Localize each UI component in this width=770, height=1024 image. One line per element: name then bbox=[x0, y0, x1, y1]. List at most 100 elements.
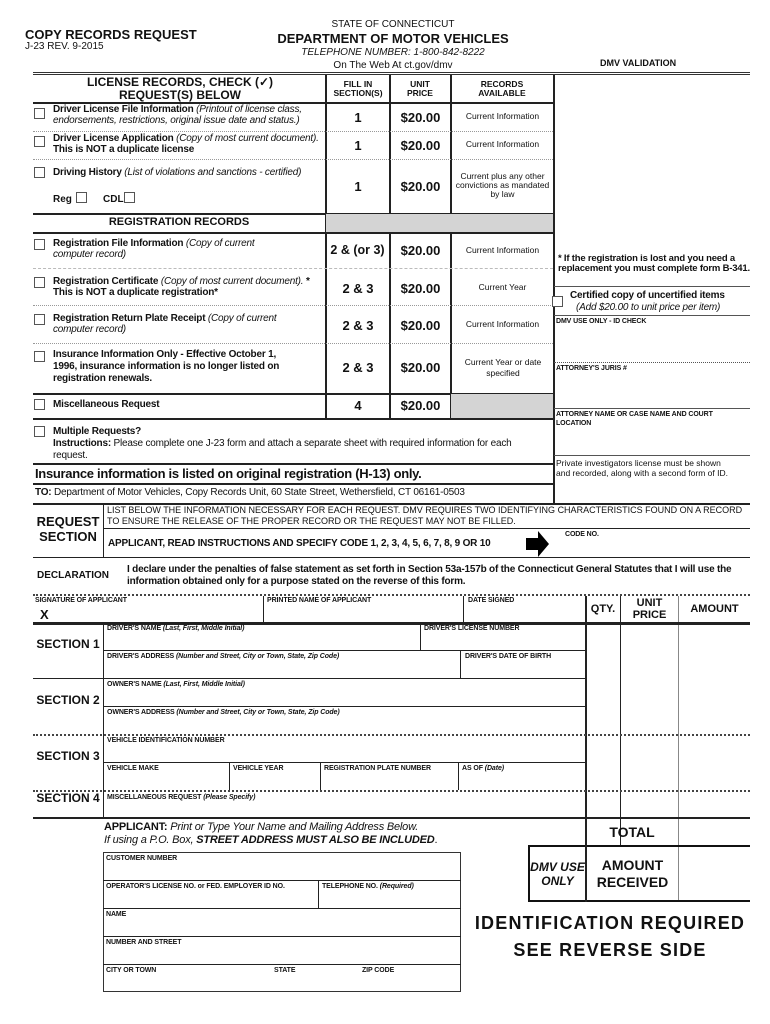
operator-license-field[interactable]: OPERATOR'S LICENSE NO. or FED. EMPLOYER … bbox=[106, 883, 285, 890]
request-info: LIST BELOW THE INFORMATION NECESSARY FOR… bbox=[107, 505, 743, 526]
applicant-instructions: APPLICANT: Print or Type Your Name and M… bbox=[104, 821, 438, 846]
row-section: 4 bbox=[354, 398, 362, 413]
dmv-use-only-label: DMV USE ONLY bbox=[530, 859, 585, 888]
telephone-field[interactable]: TELEPHONE NO. (Required) bbox=[322, 883, 414, 890]
registration-file-checkbox[interactable] bbox=[34, 239, 45, 250]
owners-name-field[interactable]: OWNER'S NAME (Last, First, Middle Initia… bbox=[107, 681, 245, 688]
street-field[interactable]: NUMBER AND STREET bbox=[106, 939, 182, 946]
row-records: Current Information bbox=[465, 111, 540, 121]
row-price: $20.00 bbox=[400, 360, 441, 375]
license-records-header: LICENSE RECORDS, CHECK (✓) REQUEST(S) BEL… bbox=[86, 75, 274, 102]
amount-header: AMOUNT bbox=[690, 603, 739, 615]
owners-address-field[interactable]: OWNER'S ADDRESS (Number and Street, City… bbox=[107, 709, 340, 716]
row-label: Driver License Application (Copy of most… bbox=[53, 133, 319, 155]
registration-return-plate-checkbox[interactable] bbox=[34, 314, 45, 325]
row-section: 2 & 3 bbox=[342, 318, 374, 333]
state-field[interactable]: STATE bbox=[274, 967, 296, 974]
row-price: $20.00 bbox=[400, 110, 441, 125]
web-address: On The Web At ct.gov/dmv bbox=[333, 60, 453, 71]
arrow-right-icon bbox=[526, 531, 549, 557]
section-2-label: SECTION 2 bbox=[36, 693, 100, 707]
row-section: 2 & 3 bbox=[342, 360, 374, 375]
registration-certificate-checkbox[interactable] bbox=[34, 277, 45, 288]
code-instruction: APPLICANT, READ INSTRUCTIONS AND SPECIFY… bbox=[108, 538, 491, 549]
dmv-validation-label: DMV VALIDATION bbox=[600, 58, 677, 68]
multiple-requests-checkbox[interactable] bbox=[34, 426, 45, 437]
zip-field[interactable]: ZIP CODE bbox=[362, 967, 395, 974]
row-label: Registration Certificate (Copy of most c… bbox=[53, 276, 310, 298]
certified-copy-checkbox[interactable] bbox=[552, 296, 563, 307]
insurance-note: Insurance information is listed on origi… bbox=[35, 466, 422, 481]
section-3-label: SECTION 3 bbox=[36, 749, 100, 763]
signature-field[interactable]: SIGNATURE OF APPLICANT bbox=[35, 597, 127, 604]
cdl-checkbox[interactable] bbox=[124, 192, 135, 203]
row-label: Insurance Information Only - Effective O… bbox=[53, 349, 280, 384]
row-label: Driver License File Information (Printou… bbox=[53, 104, 302, 126]
cdl-label: CDL bbox=[103, 194, 124, 205]
form-number: J-23 REV. 9-2015 bbox=[25, 41, 104, 52]
attorney-juris-field[interactable]: ATTORNEY'S JURIS # bbox=[556, 365, 627, 372]
row-section: 1 bbox=[354, 110, 362, 125]
row-section: 2 & (or 3) bbox=[330, 243, 385, 257]
city-field[interactable]: CITY OR TOWN bbox=[106, 967, 157, 974]
as-of-field[interactable]: AS OF (Date) bbox=[462, 765, 504, 772]
department-name: DEPARTMENT OF MOTOR VEHICLES bbox=[277, 31, 509, 46]
total-label: TOTAL bbox=[609, 823, 655, 840]
row-records: Current Year bbox=[478, 282, 527, 292]
row-label: Registration Return Plate Receipt (Copy … bbox=[53, 313, 277, 335]
insurance-information-checkbox[interactable] bbox=[34, 351, 45, 362]
certified-copy-note: (Add $20.00 to unit price per item) bbox=[576, 302, 721, 313]
request-section-label: REQUEST SECTION bbox=[36, 514, 100, 544]
row-section: 2 & 3 bbox=[342, 281, 374, 296]
drivers-address-field[interactable]: DRIVER'S ADDRESS (Number and Street, Cit… bbox=[107, 653, 340, 660]
fill-in-header: FILL IN SECTION(S) bbox=[333, 79, 383, 98]
customer-number-field[interactable]: CUSTOMER NUMBER bbox=[106, 855, 178, 862]
misc-request-field[interactable]: MISCELLANEOUS REQUEST (Please Specify) bbox=[107, 794, 256, 801]
printed-name-field[interactable]: PRINTED NAME OF APPLICANT bbox=[267, 597, 372, 604]
section-4-label: SECTION 4 bbox=[36, 791, 100, 805]
date-signed-field[interactable]: DATE SIGNED bbox=[468, 597, 515, 604]
declaration-label: DECLARATION bbox=[37, 570, 110, 581]
section-1-label: SECTION 1 bbox=[36, 637, 100, 651]
see-reverse-side: SEE REVERSE SIDE bbox=[513, 940, 707, 960]
driver-license-file-checkbox[interactable] bbox=[34, 108, 45, 119]
vehicle-make-field[interactable]: VEHICLE MAKE bbox=[107, 765, 159, 772]
declaration-text: I declare under the penalties of false s… bbox=[127, 564, 732, 587]
row-label: Registration File Information (Copy of c… bbox=[53, 238, 255, 260]
plate-number-field[interactable]: REGISTRATION PLATE NUMBER bbox=[324, 765, 431, 772]
code-no-field[interactable]: CODE NO. bbox=[565, 531, 599, 538]
drivers-dob-field[interactable]: DRIVER'S DATE OF BIRTH bbox=[465, 653, 552, 660]
unit-price-header: UNIT PRICE bbox=[632, 597, 667, 621]
row-label: Miscellaneous Request bbox=[53, 399, 160, 410]
investigators-note: Private investigators license must be sh… bbox=[556, 458, 728, 478]
identification-required: IDENTIFICATION REQUIRED bbox=[474, 913, 746, 933]
row-price: $20.00 bbox=[400, 398, 441, 413]
driver-license-application-checkbox[interactable] bbox=[34, 136, 45, 147]
drivers-name-field[interactable]: DRIVER'S NAME (Last, First, Middle Initi… bbox=[107, 625, 245, 632]
id-check-field[interactable]: DMV USE ONLY - ID CHECK bbox=[556, 318, 647, 325]
driving-history-checkbox[interactable] bbox=[34, 167, 45, 178]
qty-header: QTY. bbox=[590, 603, 616, 615]
row-section: 1 bbox=[354, 179, 362, 194]
vehicle-year-field[interactable]: VEHICLE YEAR bbox=[233, 765, 284, 772]
row-price: $20.00 bbox=[400, 243, 441, 258]
row-records: Current Information bbox=[465, 245, 540, 255]
reg-checkbox[interactable] bbox=[76, 192, 87, 203]
telephone-number: TELEPHONE NUMBER: 1-800-842-8222 bbox=[301, 47, 485, 58]
row-label: Driving History (List of violations and … bbox=[53, 167, 302, 178]
miscellaneous-request-checkbox[interactable] bbox=[34, 399, 45, 410]
records-available-header: RECORDS AVAILABLE bbox=[478, 79, 526, 98]
row-price: $20.00 bbox=[400, 318, 441, 333]
name-field[interactable]: NAME bbox=[106, 911, 127, 918]
vin-field[interactable]: VEHICLE IDENTIFICATION NUMBER bbox=[107, 737, 225, 744]
row-records: Current Information bbox=[465, 139, 540, 149]
state-name: STATE OF CONNECTICUT bbox=[331, 19, 455, 30]
certified-copy-label: Certified copy of uncertified items bbox=[570, 290, 725, 301]
amount-received-label: AMOUNT RECEIVED bbox=[596, 856, 669, 890]
reg-label: Reg bbox=[53, 194, 72, 205]
signature-x-mark: X bbox=[40, 607, 49, 622]
drivers-license-field[interactable]: DRIVER'S LICENSE NUMBER bbox=[424, 625, 520, 632]
attorney-name-field[interactable]: ATTORNEY NAME OR CASE NAME AND COURT LOC… bbox=[556, 411, 713, 427]
unit-price-header: UNIT PRICE bbox=[407, 79, 433, 98]
row-price: $20.00 bbox=[400, 281, 441, 296]
